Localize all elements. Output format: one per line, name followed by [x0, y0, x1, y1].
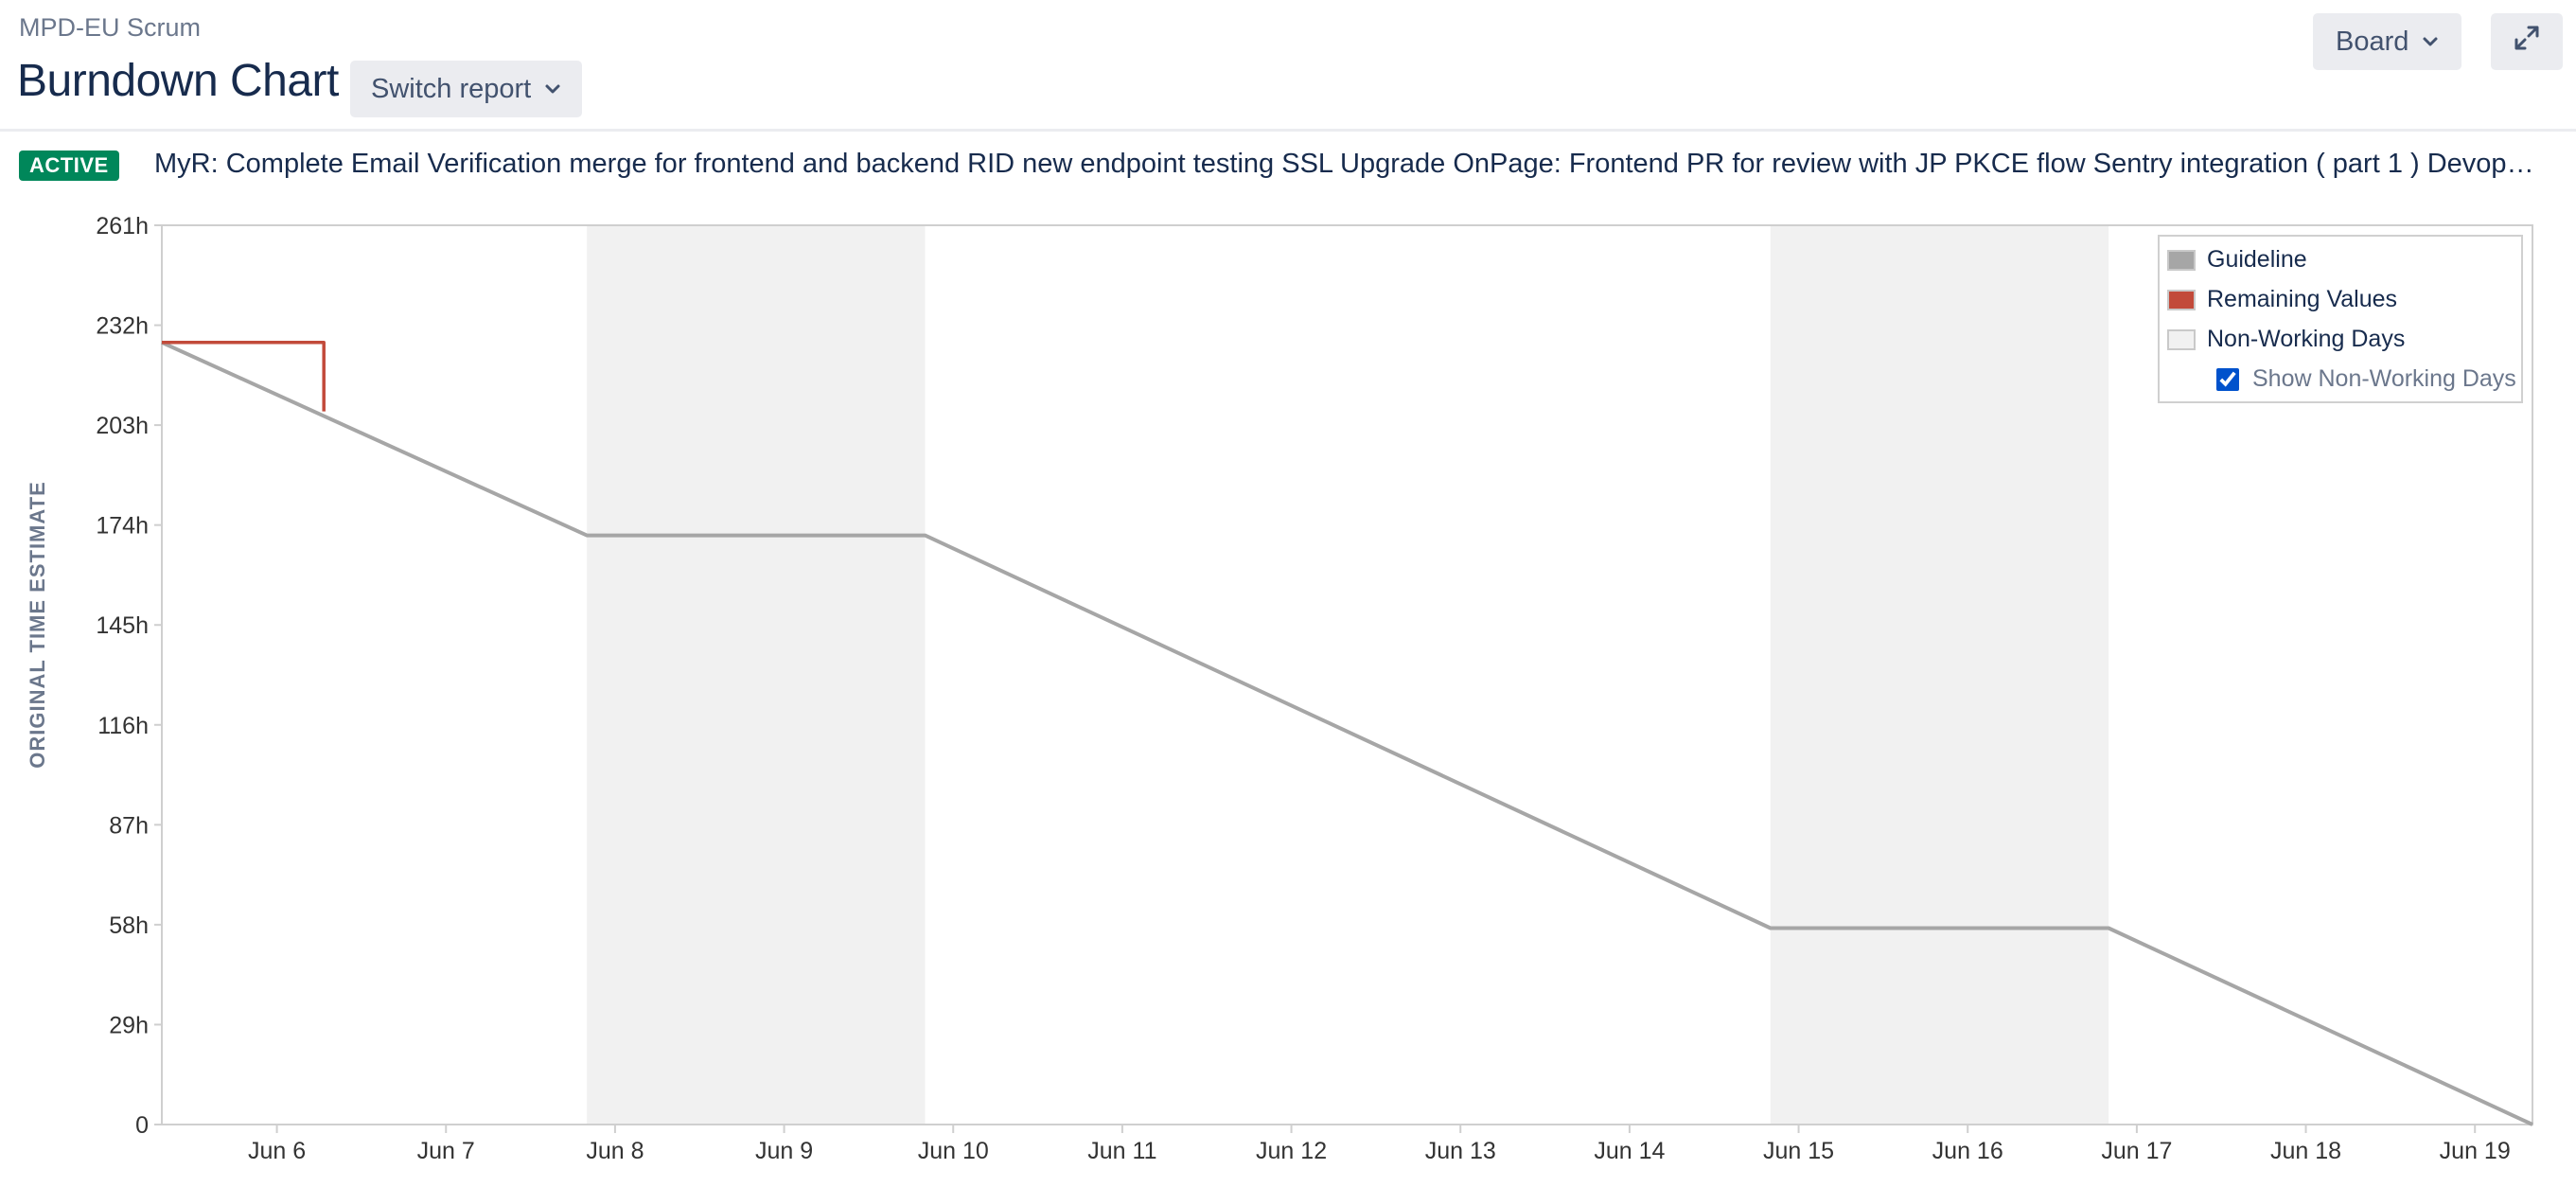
- x-tick-label: Jun 10: [918, 1138, 989, 1164]
- x-tick-label: Jun 13: [1425, 1138, 1496, 1164]
- header-divider: [0, 129, 2576, 132]
- y-tick-label: 203h: [96, 413, 149, 439]
- y-tick-label: 145h: [96, 612, 149, 639]
- chevron-down-icon: [2422, 36, 2439, 47]
- y-tick-label: 261h: [96, 213, 149, 239]
- x-tick-label: Jun 6: [248, 1138, 306, 1164]
- x-tick-label: Jun 11: [1087, 1138, 1156, 1164]
- legend-item-guideline: Guideline: [2167, 246, 2307, 274]
- x-tick-label: Jun 18: [2270, 1138, 2341, 1164]
- switch-report-label: Switch report: [371, 73, 532, 104]
- x-tick-label: Jun 7: [417, 1138, 475, 1164]
- x-tick-label: Jun 19: [2440, 1138, 2511, 1164]
- remaining-values-line: [162, 341, 326, 412]
- legend-label-guideline: Guideline: [2207, 246, 2307, 273]
- legend-swatch-remaining: [2167, 289, 2196, 310]
- guideline-line: [161, 340, 2533, 1126]
- x-tick-label: Jun 17: [2101, 1138, 2172, 1164]
- status-badge: ACTIVE: [19, 151, 119, 181]
- non-working-band: [587, 225, 926, 1125]
- x-tick-label: Jun 16: [1932, 1138, 2003, 1164]
- x-tick-label: Jun 8: [586, 1138, 644, 1164]
- chevron-down-icon: [544, 83, 561, 95]
- expand-icon: [2513, 24, 2541, 60]
- x-tick-label: Jun 9: [755, 1138, 813, 1164]
- show-non-working-days-toggle[interactable]: Show Non-Working Days: [2216, 365, 2516, 393]
- page-title: Burndown Chart: [17, 56, 339, 106]
- y-tick-label: 87h: [109, 812, 149, 839]
- legend-label-remaining: Remaining Values: [2207, 286, 2398, 312]
- show-non-working-days-label: Show Non-Working Days: [2252, 365, 2516, 392]
- show-non-working-days-checkbox[interactable]: [2216, 367, 2239, 391]
- x-ticks-layer: Jun 6 Jun 7 Jun 8 Jun 9 Jun 10 Jun 11 Jun 12 Ju…: [248, 1125, 2511, 1164]
- y-tick-label: 29h: [109, 1012, 149, 1038]
- legend-item-non-working: Non-Working Days: [2167, 326, 2405, 353]
- y-tick-label: 0: [135, 1112, 149, 1139]
- y-tick-label: 116h: [97, 713, 149, 739]
- legend-swatch-guideline: [2167, 249, 2196, 271]
- non-working-days-layer: [587, 225, 2109, 1125]
- y-tick-label: 174h: [96, 513, 149, 540]
- y-ticks-layer: 0 29h 58h 87h 116h 145h 174h 203h 232h 261h: [96, 213, 162, 1139]
- switch-report-button[interactable]: Switch report: [350, 61, 583, 117]
- board-button[interactable]: Board: [2313, 13, 2462, 70]
- y-axis-label: ORIGINAL TIME ESTIMATE: [26, 481, 49, 769]
- axes-layer: [161, 224, 2533, 1125]
- chart-legend: Guideline Remaining Values Non-Working D…: [2158, 235, 2523, 403]
- x-tick-label: Jun 12: [1256, 1138, 1327, 1164]
- y-tick-label: 232h: [96, 313, 149, 340]
- non-working-band: [1770, 225, 2109, 1125]
- project-name[interactable]: MPD-EU Scrum: [19, 13, 202, 42]
- series-layer: [161, 340, 2533, 1126]
- legend-swatch-non-working: [2167, 328, 2196, 350]
- plot-frame: [161, 224, 2533, 1125]
- fullscreen-button[interactable]: [2491, 13, 2563, 70]
- legend-label-non-working: Non-Working Days: [2207, 326, 2406, 352]
- x-tick-label: Jun 14: [1594, 1138, 1665, 1164]
- y-tick-label: 58h: [109, 912, 149, 939]
- x-tick-label: Jun 15: [1763, 1138, 1834, 1164]
- board-label: Board: [2336, 26, 2409, 57]
- legend-item-remaining: Remaining Values: [2167, 286, 2397, 313]
